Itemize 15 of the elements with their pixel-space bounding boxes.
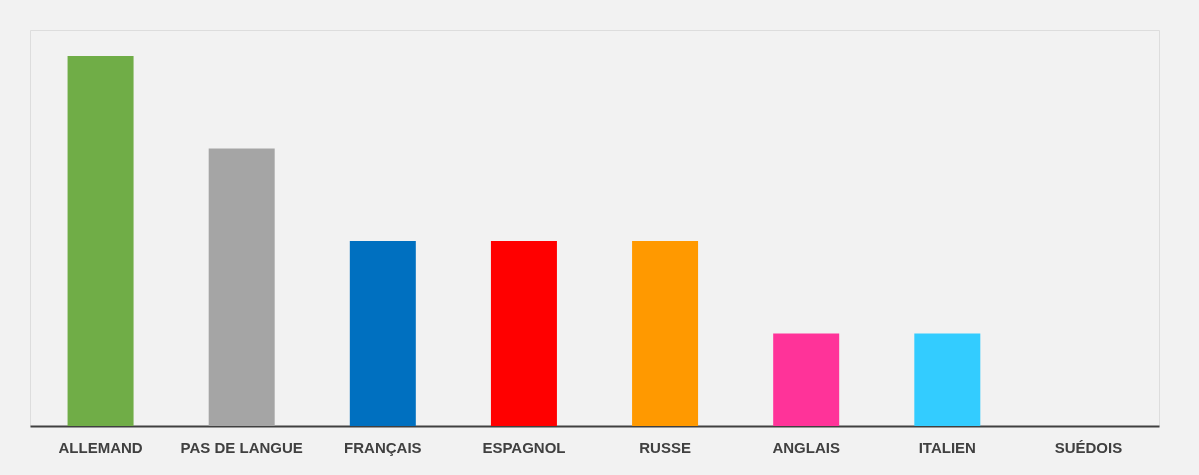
- bar: [914, 333, 981, 426]
- x-tick-label: ESPAGNOL: [482, 438, 566, 456]
- x-tick-label: RUSSE: [639, 438, 691, 456]
- x-tick-label: ALLEMAND: [58, 438, 143, 456]
- x-tick-label: PAS DE LANGUE: [180, 438, 303, 456]
- bar: [208, 148, 275, 426]
- bar: [349, 240, 416, 426]
- x-tick-label: FRANÇAIS: [344, 438, 422, 456]
- x-tick-label: ITALIEN: [918, 438, 976, 456]
- bar: [490, 240, 557, 426]
- bar: [773, 333, 840, 426]
- bar: [67, 55, 134, 426]
- x-tick-label: ANGLAIS: [772, 438, 840, 456]
- bar: [632, 240, 699, 426]
- x-tick-label: SUÉDOIS: [1054, 438, 1123, 456]
